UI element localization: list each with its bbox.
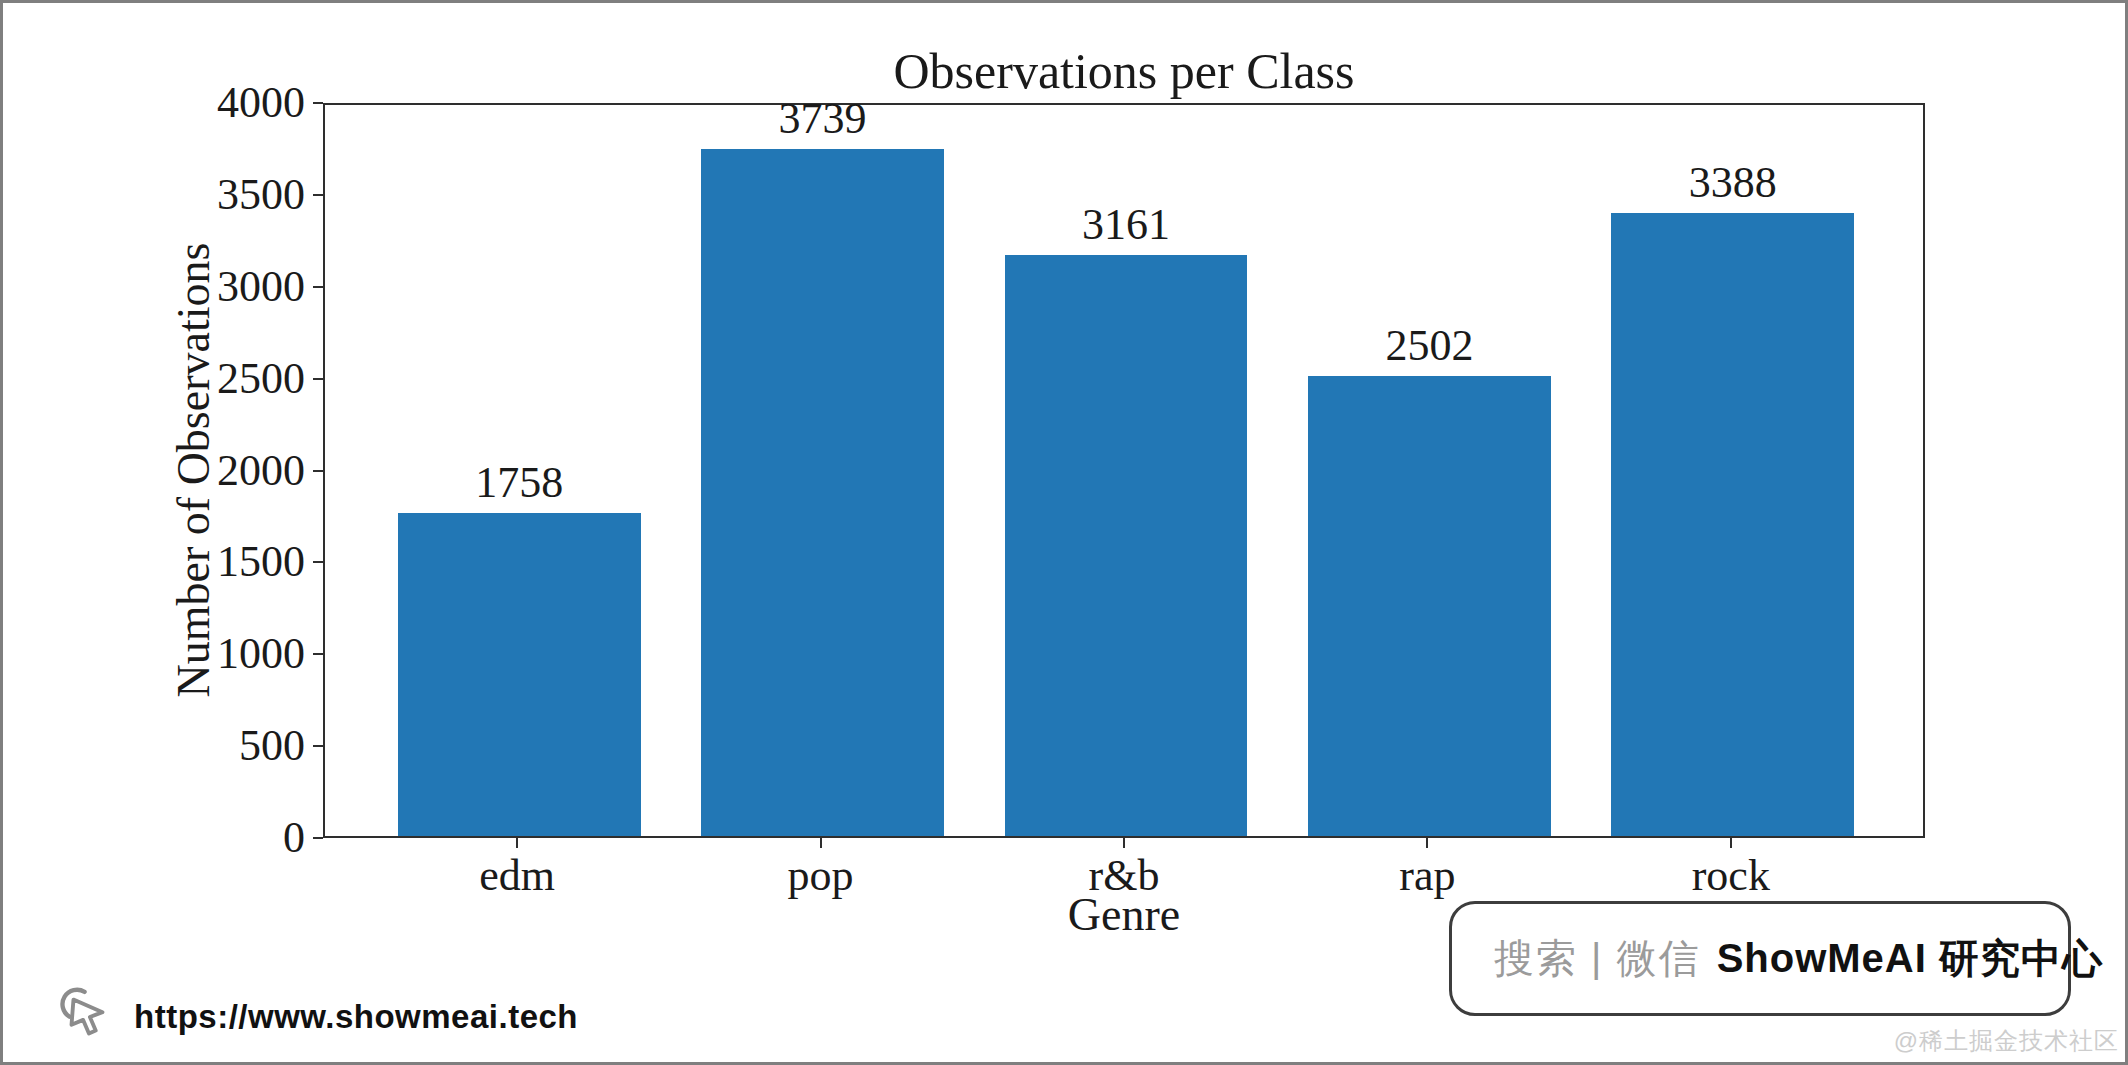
bar-rap (1308, 376, 1551, 836)
mouse-cursor-icon (58, 982, 116, 1052)
x-tick (516, 838, 518, 848)
y-tick-label: 1500 (85, 535, 305, 589)
wechat-search-badge: 搜索 | 微信 ShowMeAI 研究中心 (1449, 901, 2071, 1016)
y-tick-label: 0 (85, 811, 305, 865)
badge-search-text: 搜索 | 微信 (1494, 931, 1701, 986)
bar-value-label: 3161 (966, 201, 1286, 249)
y-tick (313, 102, 323, 104)
y-tick-label: 4000 (85, 76, 305, 130)
badge-brand-text: ShowMeAI 研究中心 (1717, 931, 2103, 986)
watermark-url: https://www.showmeai.tech (134, 998, 578, 1036)
y-tick (313, 378, 323, 380)
y-tick (313, 470, 323, 472)
bar-rock (1611, 213, 1854, 836)
bar-value-label: 3388 (1573, 159, 1893, 207)
x-tick (820, 838, 822, 848)
x-tick (1426, 838, 1428, 848)
corner-credit: @稀土掘金技术社区 (1894, 1025, 2119, 1057)
y-tick-label: 2500 (85, 352, 305, 406)
y-tick (313, 286, 323, 288)
y-tick (313, 745, 323, 747)
y-tick (313, 653, 323, 655)
y-tick (313, 194, 323, 196)
y-tick-label: 3000 (85, 260, 305, 314)
bar-edm (398, 513, 641, 836)
bar-value-label: 1758 (359, 459, 679, 507)
bar-value-label: 2502 (1269, 322, 1589, 370)
plot-area: 17583739316125023388 (323, 103, 1925, 838)
y-tick-label: 500 (85, 719, 305, 773)
bar-pop (701, 149, 944, 836)
x-tick (1730, 838, 1732, 848)
y-tick-label: 2000 (85, 444, 305, 498)
bar-r&b (1005, 255, 1248, 836)
x-tick (1123, 838, 1125, 848)
screenshot-frame: Observations per Class Number of Observa… (0, 0, 2128, 1065)
watermark-left: https://www.showmeai.tech (58, 981, 578, 1053)
chart-title: Observations per Class (323, 43, 1925, 99)
bar-value-label: 3739 (663, 95, 983, 143)
y-tick-label: 1000 (85, 627, 305, 681)
y-tick (313, 837, 323, 839)
y-tick (313, 561, 323, 563)
y-tick-label: 3500 (85, 168, 305, 222)
